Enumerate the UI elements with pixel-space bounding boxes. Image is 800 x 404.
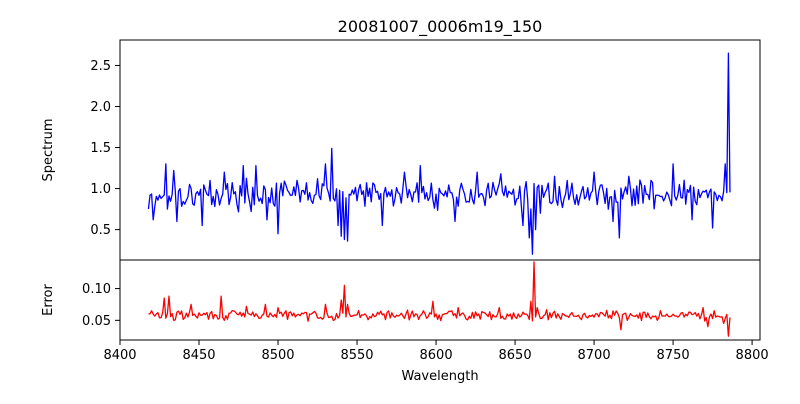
spectrum-y-tick-label: 0.5 <box>90 223 111 238</box>
x-tick-label: 8400 <box>103 348 136 363</box>
spectrum-y-ticks: 0.5 1.0 1.5 2.0 2.5 <box>90 59 120 238</box>
chart-title: 20081007_0006m19_150 <box>338 17 543 37</box>
spectrum-series-line <box>147 52 731 255</box>
spectrum-y-tick-label: 2.5 <box>90 59 111 74</box>
error-axes-frame <box>119 259 761 341</box>
error-y-axis-title: Error <box>41 284 56 316</box>
x-tick-label: 8500 <box>261 348 294 363</box>
spectrum-y-tick-label: 2.0 <box>90 100 111 115</box>
x-tick-label: 8700 <box>578 348 611 363</box>
x-tick-label: 8750 <box>657 348 690 363</box>
x-tick-label: 8650 <box>499 348 532 363</box>
error-y-tick-label: 0.10 <box>82 282 111 297</box>
x-axis-title: Wavelength <box>401 369 478 384</box>
error-series-line <box>148 261 731 337</box>
x-tick-label: 8450 <box>182 348 215 363</box>
x-tick-label: 8600 <box>420 348 453 363</box>
error-y-tick-label: 0.05 <box>82 314 111 329</box>
spectrum-y-tick-label: 1.5 <box>90 141 111 156</box>
spectrum-panel: 0.5 1.0 1.5 2.0 2.5 Spectrum <box>41 39 761 261</box>
x-tick-label: 8800 <box>736 348 769 363</box>
x-tick-label: 8550 <box>340 348 373 363</box>
error-y-ticks: 0.05 0.10 <box>82 282 120 329</box>
spectrum-y-tick-label: 1.0 <box>90 182 111 197</box>
spectrum-y-axis-title: Spectrum <box>41 119 56 182</box>
x-axis-ticks: 8400 8450 8500 8550 8600 8650 8700 8750 8800 <box>103 340 769 363</box>
error-panel: 0.05 0.10 Error <box>41 259 761 341</box>
